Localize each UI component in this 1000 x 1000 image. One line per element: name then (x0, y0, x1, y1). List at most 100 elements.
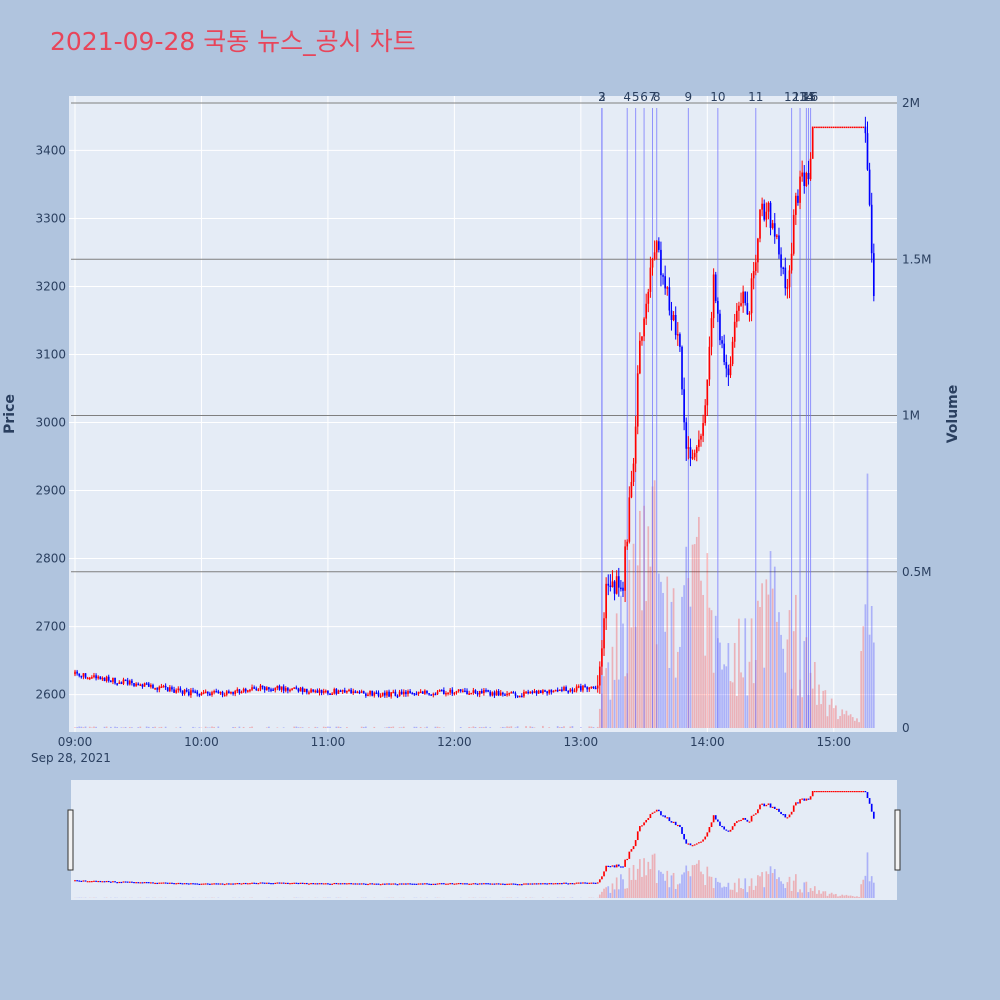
mini-candle (187, 883, 190, 885)
news-marker-label: 6 (640, 90, 648, 104)
mini-volume-bar (763, 887, 766, 898)
candle-body (261, 685, 264, 688)
candle-body (103, 677, 106, 682)
volume-bar (242, 726, 245, 728)
candle-body (371, 690, 374, 696)
mini-candle (780, 811, 782, 815)
volume-bar (322, 726, 325, 728)
mini-candle (622, 866, 624, 868)
volume-bar (438, 727, 441, 728)
candle-body (613, 581, 616, 594)
mini-candle (763, 803, 766, 807)
candle-body (82, 673, 85, 677)
mini-candle (306, 882, 308, 885)
mini-candle (851, 791, 854, 793)
volume-bar (700, 580, 702, 728)
range-slider-background[interactable] (71, 780, 897, 900)
volume-bar (679, 646, 681, 728)
mini-volume-bar (727, 882, 730, 898)
mini-candle (797, 802, 799, 804)
candle-body (837, 126, 839, 129)
volume-bar (514, 727, 517, 728)
candle-body (156, 688, 159, 690)
mini-candle (341, 883, 344, 885)
mini-candle (862, 791, 865, 793)
candle-body (470, 692, 473, 695)
volume-bar (750, 618, 753, 728)
candle-body (489, 691, 492, 696)
mini-candle (495, 883, 498, 885)
mini-candle (539, 883, 542, 885)
mini-candle (124, 881, 127, 883)
mini-candle (352, 883, 355, 885)
price-tick-label: 2800 (35, 552, 66, 566)
mini-candle (470, 883, 473, 885)
candle-body (310, 689, 312, 693)
candle-body (655, 241, 658, 253)
mini-candle (145, 882, 148, 884)
candle-body (641, 336, 643, 341)
candle-body (664, 276, 666, 289)
mini-candle (626, 858, 629, 861)
candle-body (120, 682, 123, 684)
mini-candle (308, 883, 310, 885)
volume-bar (624, 676, 626, 728)
candle-body (670, 310, 673, 321)
candle-body (693, 452, 696, 458)
candle-body (383, 692, 386, 696)
candle-body (396, 695, 399, 698)
mini-candle (443, 883, 445, 885)
mini-candle (645, 819, 648, 823)
mini-candle (801, 798, 803, 800)
mini-volume-bar (634, 879, 637, 898)
mini-candle (316, 883, 319, 885)
mini-candle (870, 803, 873, 812)
candle-body (386, 691, 388, 696)
mini-candle (356, 883, 359, 885)
price-tick-label: 2700 (35, 620, 66, 634)
candle-body (379, 695, 382, 698)
range-slider-handle-right[interactable] (894, 809, 901, 871)
candle-body (668, 287, 671, 311)
volume-bar (636, 565, 639, 728)
candle-body (289, 689, 291, 692)
mini-candle (289, 883, 291, 885)
candle-body (394, 691, 397, 696)
mini-candle (567, 883, 570, 885)
mini-candle (173, 883, 175, 885)
candle-body (609, 585, 612, 588)
candle-body (228, 691, 230, 694)
volume-bar (436, 726, 439, 728)
mini-volume-bar (704, 885, 707, 898)
mini-volume-bar (813, 886, 816, 898)
mini-candle (192, 883, 194, 885)
volume-bar (744, 618, 747, 728)
volume-bar (617, 679, 620, 728)
mini-candle (544, 883, 546, 885)
mini-candle (272, 883, 274, 885)
mini-candle (244, 882, 247, 885)
mini-candle (303, 882, 306, 885)
mini-candle (571, 883, 574, 885)
mini-volume-bar (717, 881, 719, 898)
candle-body (759, 209, 761, 239)
candle-body (443, 690, 445, 695)
candle-body (529, 691, 532, 694)
mini-candle (263, 882, 266, 884)
volume-bar (598, 708, 601, 728)
mini-volume-bar (862, 879, 865, 898)
candle-body (786, 287, 789, 289)
volume-bar (695, 536, 698, 728)
mini-candle (215, 883, 218, 885)
range-slider-handle-left[interactable] (67, 809, 74, 871)
volume-bar (103, 726, 106, 728)
mini-candle (805, 798, 808, 801)
mini-volume-bar (681, 874, 683, 898)
candle-body (860, 126, 863, 129)
volume-bar (459, 726, 462, 728)
mini-candle (411, 883, 414, 885)
volume-bar (268, 726, 270, 728)
mini-candle (731, 826, 734, 830)
mini-candle (811, 791, 814, 797)
volume-bar (693, 544, 696, 728)
